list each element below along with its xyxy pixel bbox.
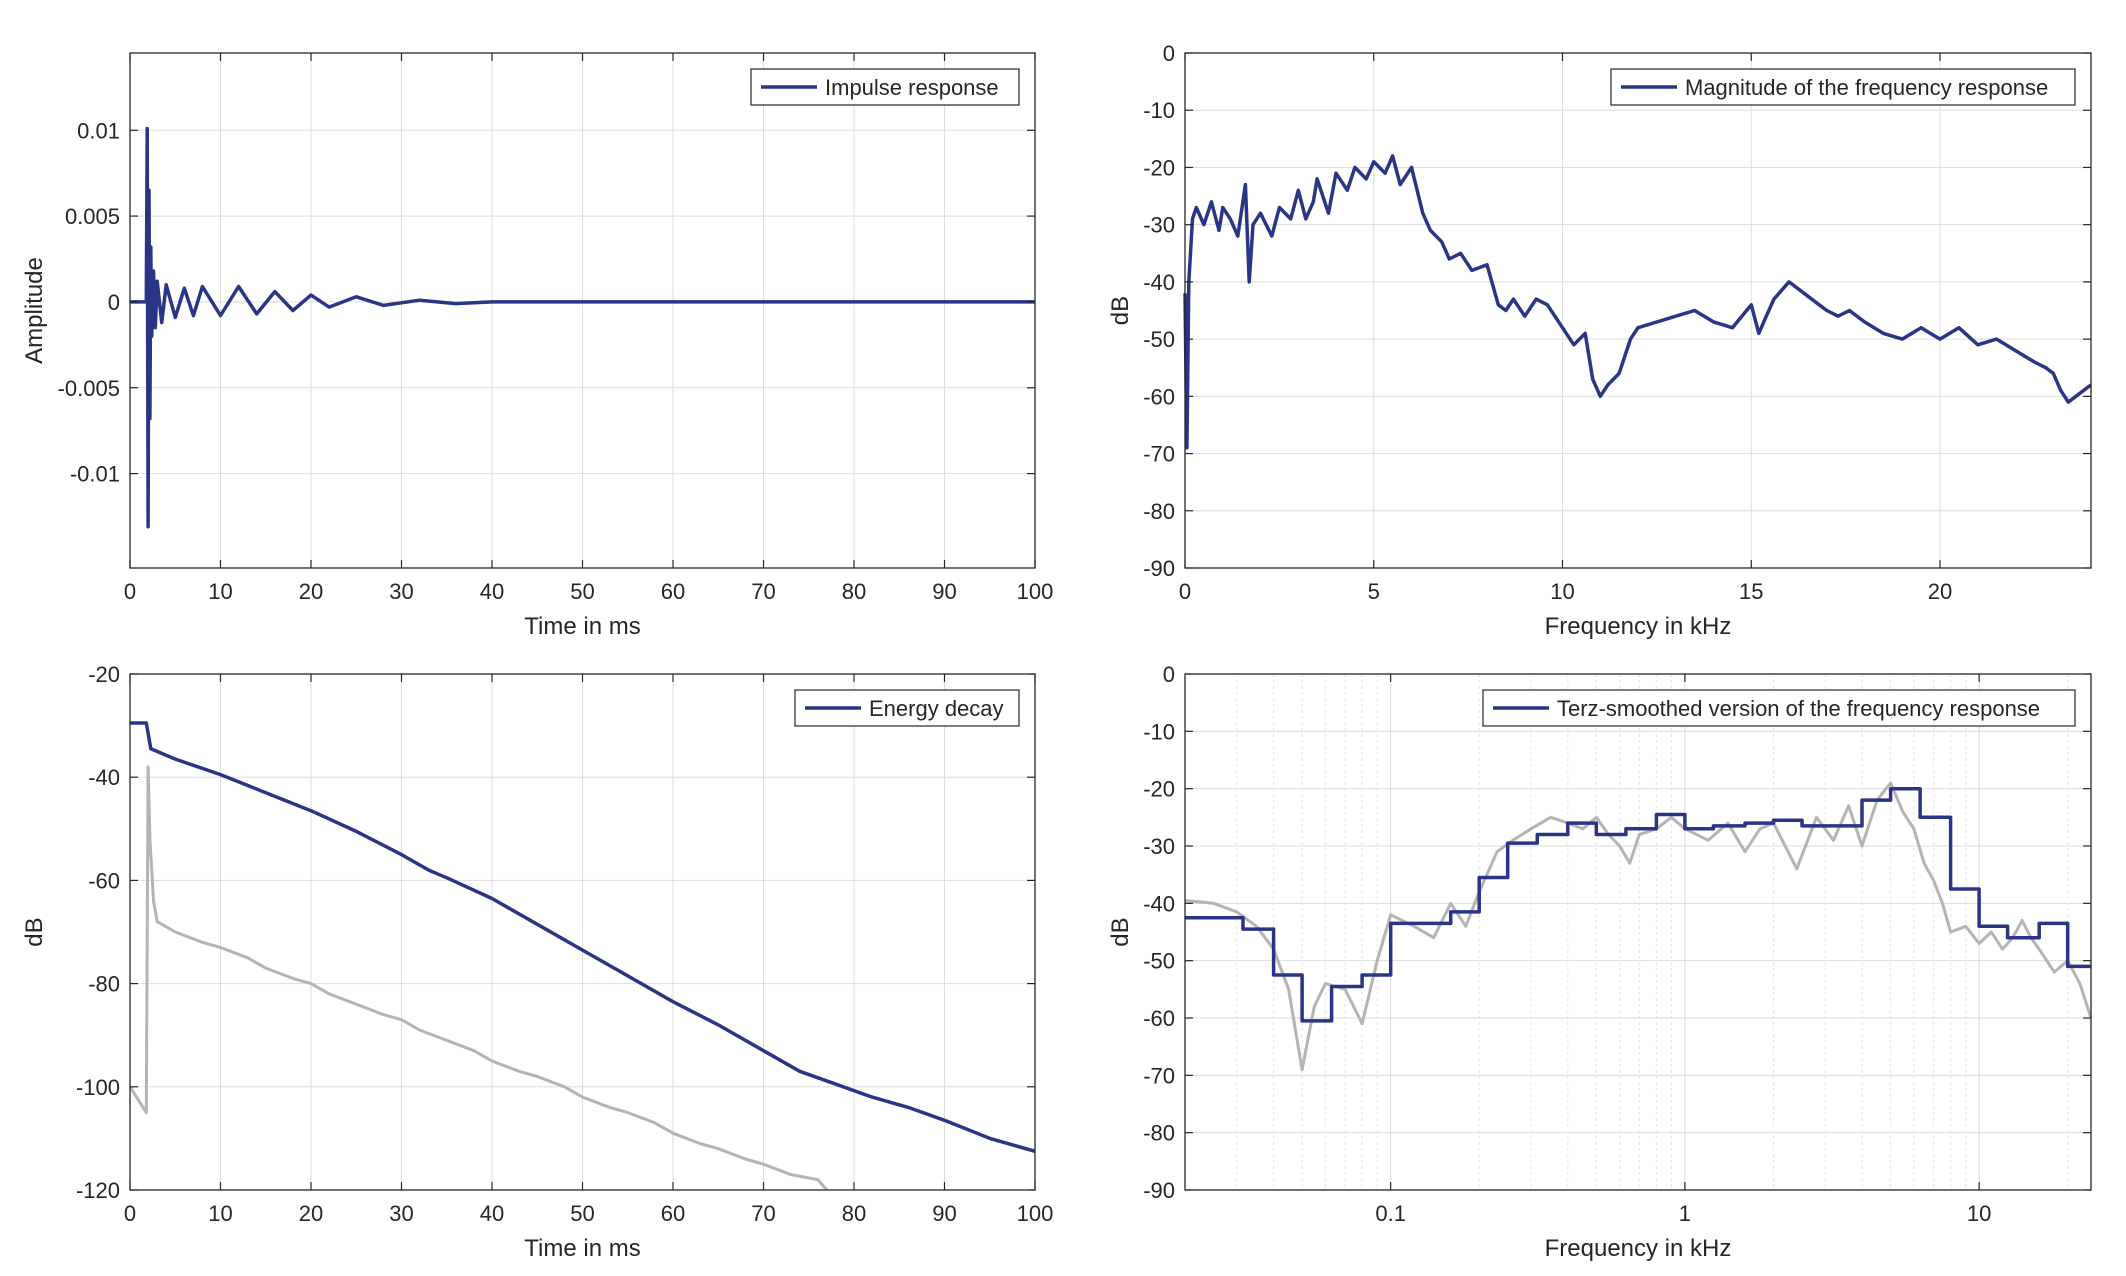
y-tick-label: -10: [1143, 98, 1175, 123]
y-tick-label: -70: [1143, 1063, 1175, 1088]
y-tick-label: 0.005: [65, 204, 120, 229]
legend-label-terz: Terz-smoothed version of the frequency r…: [1557, 696, 2040, 721]
x-tick-label: 40: [480, 1201, 504, 1226]
x-axis-label: Time in ms: [524, 1235, 640, 1262]
y-tick-label: -30: [1143, 213, 1175, 238]
plot-area: [1185, 674, 2091, 1190]
x-tick-label: 10: [1967, 1201, 1991, 1226]
legend-label-decay: Energy decay: [869, 696, 1004, 721]
series-line-main: [130, 721, 1036, 1153]
series-line-main: [1185, 786, 2091, 1023]
energy-decay-plot: 0 10 20 30 40 50 60 70 80 90 100 -20 -40 -60 -80 -100 -1…: [21, 662, 1053, 1262]
x-tick-label: 5: [1368, 579, 1380, 604]
y-tick-label: -60: [1143, 384, 1175, 409]
legend-label-impulse: Impulse response: [825, 75, 999, 100]
y-tick-label: -0.005: [58, 376, 120, 401]
x-tick-label: 1: [1679, 1201, 1691, 1226]
y-tick-label: 0.01: [77, 118, 120, 143]
impulse-response-plot: 0 10 20 30 40 50 60 70 80 90 100 -0.01 -0.005 0 0.005 0…: [21, 52, 1054, 640]
x-tick-label: 20: [299, 579, 323, 604]
y-tick-label: -120: [76, 1178, 120, 1203]
y-tick-label: -50: [1143, 327, 1175, 352]
y-tick-label: -80: [88, 972, 120, 997]
y-tick-label: -60: [1143, 1006, 1175, 1031]
legend-box: [1610, 68, 2076, 106]
legend-label-frequency: Magnitude of the frequency response: [1685, 75, 2048, 100]
x-tick-label: 50: [570, 579, 594, 604]
y-tick-label: -0.01: [70, 462, 120, 487]
x-tick-label: 80: [842, 1201, 866, 1226]
legend: Impulse response: [750, 68, 1020, 106]
legend: Magnitude of the frequency response: [1610, 68, 2076, 106]
x-tick-label: 30: [389, 579, 413, 604]
x-axis-label: Frequency in kHz: [1545, 613, 1732, 640]
y-tick-label: -60: [88, 868, 120, 893]
series-line-reference: [128, 765, 829, 1191]
axes-box: [1184, 52, 2092, 569]
x-tick-label: 10: [208, 1201, 232, 1226]
x-tick-label: 0.1: [1375, 1201, 1406, 1226]
x-tick-label: 10: [1550, 579, 1574, 604]
x-tick-label: 90: [932, 579, 956, 604]
y-tick-label: -40: [1143, 891, 1175, 916]
legend-box: [1482, 689, 2076, 727]
x-tick-label: 40: [480, 579, 504, 604]
x-tick-label: 30: [389, 1201, 413, 1226]
x-tick-label: 0: [124, 579, 136, 604]
legend: Energy decay: [794, 689, 1020, 727]
y-tick-label: -100: [76, 1075, 120, 1100]
series-line-main: [1183, 154, 2093, 450]
grid: [129, 53, 1036, 568]
y-tick-label: 0: [1163, 41, 1175, 66]
x-tick-label: 100: [1017, 579, 1054, 604]
y-tick-label: -80: [1143, 1121, 1175, 1146]
y-tick-label: -80: [1143, 499, 1175, 524]
x-tick-label: 70: [751, 579, 775, 604]
y-tick-label: 0: [1163, 662, 1175, 687]
x-tick-label: 70: [751, 1201, 775, 1226]
y-tick-label: -50: [1143, 949, 1175, 974]
plot-area: [1185, 53, 2091, 568]
x-tick-label: 50: [570, 1201, 594, 1226]
x-tick-label: 10: [208, 579, 232, 604]
x-tick-label: 80: [842, 579, 866, 604]
x-tick-label: 0: [124, 1201, 136, 1226]
x-tick-label: 60: [661, 1201, 685, 1226]
y-tick-label: -30: [1143, 834, 1175, 859]
x-tick-label: 15: [1739, 579, 1763, 604]
y-tick-label: -10: [1143, 719, 1175, 744]
y-tick-label: -20: [88, 662, 120, 687]
y-tick-label: -40: [88, 765, 120, 790]
series-line-reference: [1184, 781, 2093, 1072]
axes-box: [1184, 673, 2092, 1191]
x-tick-label: 20: [1928, 579, 1952, 604]
frequency-response-plot: 0 5 10 15 20 0 -10 -20 -30 -40 -50 -60 -70 -80 -90 Freq…: [1107, 41, 2093, 640]
y-tick-label: -20: [1143, 777, 1175, 802]
x-tick-label: 0: [1179, 579, 1191, 604]
y-tick-label: 0: [108, 290, 120, 315]
y-axis-label: dB: [21, 917, 48, 946]
x-tick-label: 20: [299, 1201, 323, 1226]
y-tick-label: -20: [1143, 155, 1175, 180]
y-axis-label: dB: [1107, 296, 1134, 325]
x-tick-label: 100: [1017, 1201, 1054, 1226]
y-tick-label: -90: [1143, 1178, 1175, 1203]
y-tick-label: -90: [1143, 556, 1175, 581]
y-tick-label: -70: [1143, 442, 1175, 467]
legend: Terz-smoothed version of the frequency r…: [1482, 689, 2076, 727]
x-tick-label: 60: [661, 579, 685, 604]
x-tick-label: 90: [932, 1201, 956, 1226]
y-axis-label: dB: [1107, 917, 1134, 946]
series-line-main: [130, 126, 1035, 529]
y-axis-label: Amplitude: [21, 257, 48, 364]
y-tick-label: -40: [1143, 270, 1175, 295]
x-axis-label: Frequency in kHz: [1545, 1235, 1732, 1262]
terz-smoothed-plot: 0.1 1 10 0 -10 -20 -30 -40 -50 -60 -70 -80 -90 Freque…: [1107, 662, 2093, 1262]
x-axis-label: Time in ms: [524, 613, 640, 640]
